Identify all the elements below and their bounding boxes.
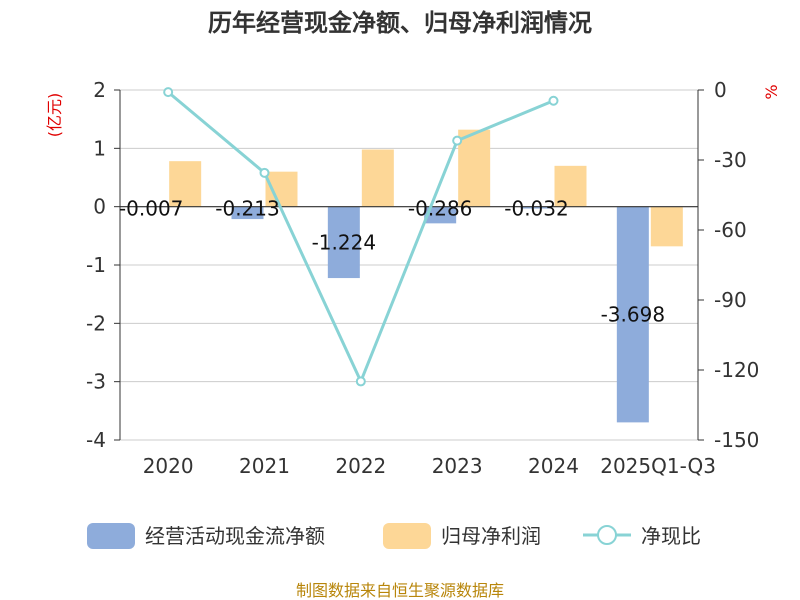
- ocf-bar-2025Q1-Q3: [616, 206, 649, 423]
- axes: [114, 89, 704, 441]
- legend-label-ratio: 净现比: [641, 524, 701, 548]
- profit-bar-2025Q1-Q3: [650, 206, 683, 247]
- ratio-point-2022: [355, 376, 366, 387]
- right-tick-label: -120: [714, 358, 759, 382]
- legend-swatch-ratio-marker: [597, 525, 617, 545]
- right-tick-label: -150: [714, 428, 759, 452]
- right-axis-unit: %: [762, 84, 781, 99]
- x-tick-label: 2020: [143, 454, 194, 478]
- left-tick-label: -1: [86, 253, 106, 277]
- ocf-value-label: -3.698: [601, 303, 665, 327]
- left-tick-label: 1: [93, 136, 106, 160]
- legend-label-profit: 归母净利润: [441, 524, 541, 548]
- left-tick-label: 0: [93, 195, 106, 219]
- bars: [135, 129, 683, 423]
- ocf-bar-2023: [424, 206, 457, 224]
- profit-bar-2022: [361, 149, 394, 207]
- right-tick-label: -60: [714, 218, 747, 242]
- legend-label-ocf: 经营活动现金流净额: [145, 524, 325, 548]
- right-tick-label: 0: [714, 78, 727, 102]
- x-tick-label: 2021: [239, 454, 290, 478]
- left-tick-label: 2: [93, 78, 106, 102]
- left-axis-unit: (亿元): [45, 93, 64, 138]
- ocf-bar-2021: [231, 206, 264, 220]
- data-labels: -0.007 -0.213 -1.224 -0.286 -0.032 -3.698: [119, 197, 665, 327]
- ocf-value-label: -0.007: [119, 197, 183, 221]
- ratio-point-2020: [163, 87, 174, 98]
- profit-bar-2023: [458, 129, 491, 207]
- source-note: 制图数据来自恒生聚源数据库: [296, 581, 504, 600]
- x-tick-label: 2022: [335, 454, 386, 478]
- ocf-value-label: -0.286: [408, 197, 472, 221]
- right-tick-label: -90: [714, 288, 747, 312]
- legend-swatch-profit: [383, 523, 431, 549]
- ocf-value-label: -0.213: [215, 197, 279, 221]
- chart-title: 历年经营现金净额、归母净利润情况: [208, 9, 592, 37]
- ratio-point-2024: [548, 95, 559, 106]
- legend: 经营活动现金流净额 归母净利润 净现比: [87, 523, 701, 549]
- left-tick-label: -3: [86, 370, 106, 394]
- ratio-point-2023: [452, 135, 463, 146]
- profit-bar-2020: [169, 161, 202, 207]
- ocf-bar-2024: [520, 206, 553, 209]
- left-tick-label: -4: [86, 428, 106, 452]
- right-tick-label: -30: [714, 148, 747, 172]
- ocf-value-label: -1.224: [312, 230, 376, 254]
- x-tick-label: 2024: [528, 454, 579, 478]
- ocf-value-label: -0.032: [504, 197, 568, 221]
- x-tick-label: 2025Q1-Q3: [600, 454, 716, 478]
- x-tick-label: 2023: [432, 454, 483, 478]
- profit-bar-2024: [554, 165, 587, 207]
- left-tick-label: -2: [86, 311, 106, 335]
- ocf-bar-2022: [327, 206, 360, 279]
- tick-labels: 2 1 0 -1 -2 -3 -4 0 -30 -60 -90 -120 -150 2020 2021 202…: [86, 78, 759, 478]
- legend-swatch-ocf: [87, 523, 135, 549]
- ratio-point-2021: [259, 167, 270, 178]
- ratio-line: [163, 87, 559, 387]
